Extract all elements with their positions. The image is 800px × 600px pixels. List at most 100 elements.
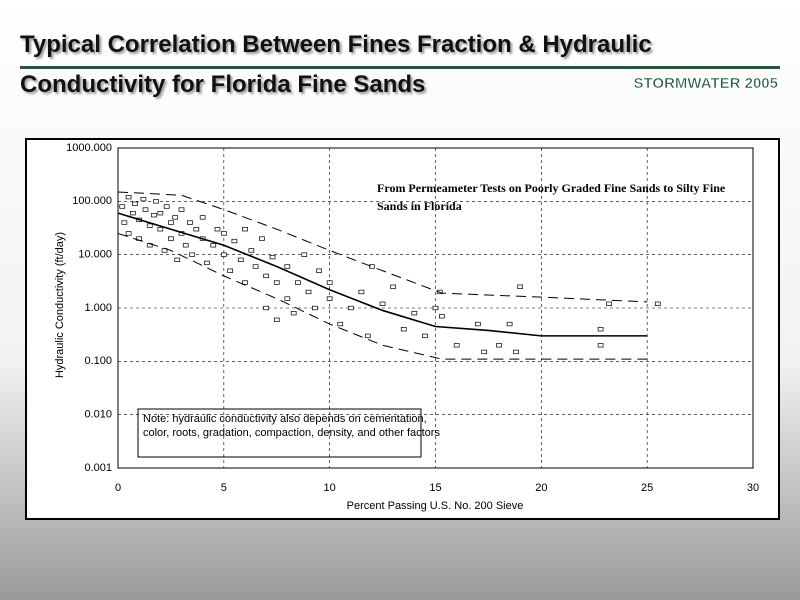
point [125, 231, 132, 236]
point [172, 215, 178, 220]
title-rule [20, 66, 780, 69]
point [481, 349, 488, 355]
point [168, 236, 174, 241]
x-tick-label: 30 [747, 482, 759, 494]
point [326, 280, 333, 285]
point [163, 204, 170, 209]
point [182, 243, 189, 248]
point [312, 305, 318, 311]
point [390, 284, 397, 289]
point [369, 264, 375, 269]
point [597, 327, 604, 332]
point [301, 252, 308, 257]
point [237, 257, 244, 262]
point [151, 213, 157, 218]
point [140, 196, 147, 202]
point [474, 321, 481, 327]
y-tick-label: 1.000 [84, 302, 112, 314]
point [453, 343, 460, 348]
point [263, 305, 270, 311]
point [204, 260, 210, 266]
point [121, 220, 128, 225]
dashed-line [117, 191, 648, 303]
point [220, 252, 227, 257]
point [606, 301, 612, 306]
point [496, 343, 502, 348]
y-tick-label: 0.010 [84, 409, 112, 421]
point [513, 349, 519, 355]
point [157, 227, 164, 232]
solid-line [117, 212, 648, 337]
point [153, 199, 159, 204]
y-tick-label: 0.100 [84, 355, 112, 367]
point [189, 252, 195, 257]
y-axis-label: Hydraulic Conductivity (ft/day) [54, 232, 66, 378]
point [119, 204, 126, 209]
point [284, 264, 291, 269]
dashed-line [117, 232, 648, 360]
point [142, 207, 149, 212]
x-tick-label: 5 [221, 482, 227, 494]
point [269, 254, 276, 260]
point [337, 321, 344, 327]
point [157, 211, 164, 216]
point [400, 327, 407, 332]
note-box [137, 408, 422, 458]
point [347, 305, 354, 311]
note: color, roots, gradation, compaction, den… [143, 427, 440, 439]
x-tick-label: 10 [324, 482, 336, 494]
point [432, 305, 439, 311]
x-axis-label: Percent Passing U.S. No. 200 Sieve [347, 500, 524, 512]
point [326, 296, 333, 301]
point [439, 314, 445, 319]
point [210, 243, 217, 248]
point [654, 301, 661, 306]
point [379, 301, 386, 306]
point [597, 343, 604, 348]
point [193, 227, 200, 232]
y-tick-label: 1000.000 [66, 142, 112, 154]
y-tick-label: 10.000 [78, 249, 112, 261]
point [273, 317, 280, 322]
point [125, 194, 132, 200]
point [187, 220, 193, 225]
point [263, 273, 270, 279]
annotation: From Permeameter Tests on Poorly Graded … [377, 181, 726, 195]
point [146, 223, 153, 228]
point [506, 321, 513, 327]
badge: STORMWATER 2005 [634, 75, 778, 92]
point [231, 238, 238, 244]
point [248, 248, 255, 253]
point [364, 333, 371, 339]
x-tick-label: 20 [535, 482, 547, 494]
point [242, 227, 248, 232]
note: Note: hydraulic conductivity also depend… [143, 413, 427, 425]
x-tick-label: 15 [429, 482, 441, 494]
point [290, 311, 297, 316]
point [214, 227, 221, 232]
point [174, 257, 181, 262]
point [517, 284, 524, 289]
point [220, 231, 227, 236]
point [129, 211, 136, 216]
point [316, 268, 322, 273]
point [295, 280, 301, 285]
point [168, 220, 174, 225]
point [273, 280, 280, 285]
point [227, 268, 234, 273]
slide-title: Conductivity for Florida Fine Sands [20, 71, 425, 98]
annotation: Sands in Florida [377, 199, 462, 213]
y-tick-label: 100.000 [72, 195, 112, 207]
slide-title: Typical Correlation Between Fines Fracti… [20, 31, 652, 58]
point [422, 333, 428, 339]
point [305, 289, 312, 295]
x-tick-label: 0 [115, 482, 121, 494]
x-tick-label: 25 [641, 482, 653, 494]
point [358, 289, 365, 295]
point [411, 311, 418, 316]
point [252, 264, 259, 269]
point [284, 296, 291, 301]
point [132, 201, 138, 206]
y-tick-label: 0.001 [84, 462, 112, 474]
